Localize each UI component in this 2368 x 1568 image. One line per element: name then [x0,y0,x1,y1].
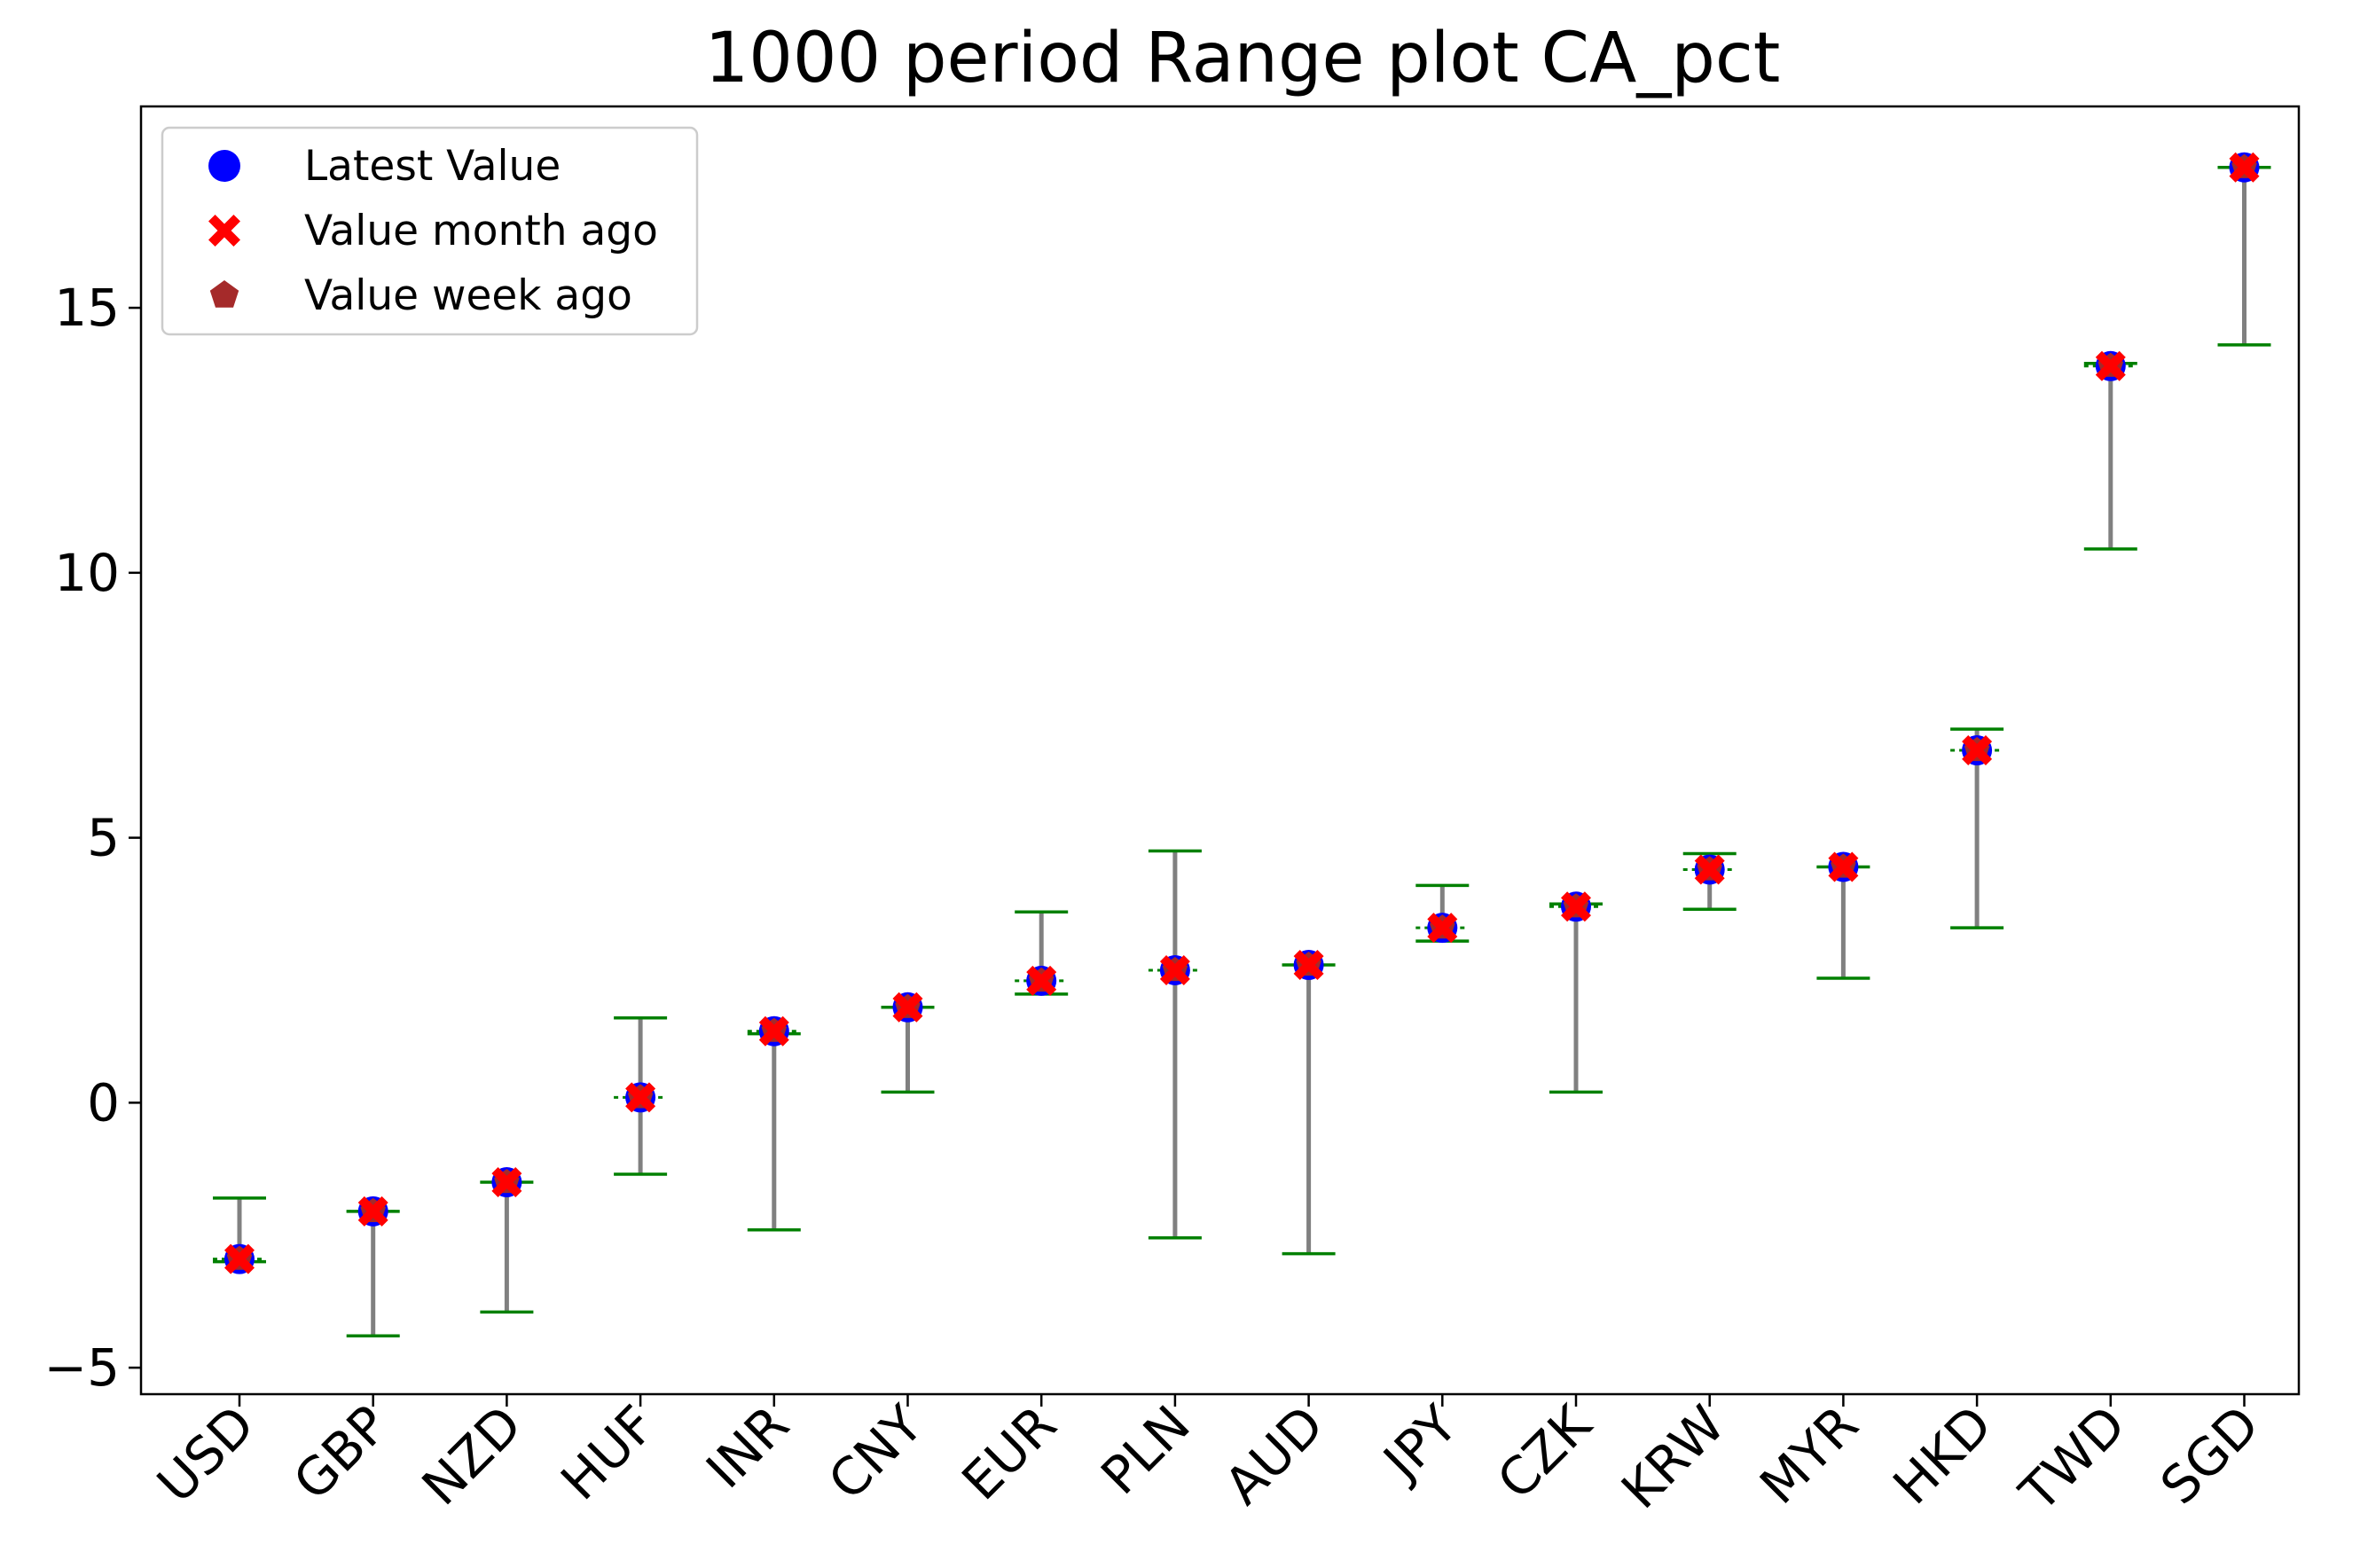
x-tick-label: AUD [1213,1394,1336,1517]
x-tick-label: SGD [2149,1394,2270,1516]
y-tick-label: 5 [87,808,120,868]
legend-marker-week-ago [209,280,239,308]
x-tick-label: GBP [282,1394,400,1512]
x-tick-label: CNY [817,1393,935,1511]
legend-label: Latest Value [304,142,561,191]
legend: Latest Value Value month ago Value week ag… [161,126,699,336]
y-axis: −5 0 5 10 15 [44,278,141,1398]
y-tick-label: 10 [54,543,120,603]
x-tick-label: NZD [411,1394,533,1517]
month-ago-point [224,1243,255,1274]
month-ago-point [1828,851,1859,882]
month-ago-point [758,1015,789,1047]
legend-label: Value month ago [304,207,658,255]
x-tick-label: TWD [2008,1394,2137,1524]
x-axis: USD GBP NZD HUF INR CNY EUR PLN AUD JPY CZK KRW MYR H… [145,1392,2270,1523]
month-ago-point [1427,913,1458,944]
x-tick-label: USD [145,1394,266,1515]
x-tick-label: CZK [1486,1392,1603,1510]
x-tick-label: HUF [549,1394,667,1512]
x-tick-label: JPY [1370,1393,1470,1493]
month-ago-point [357,1196,388,1227]
legend-marker-latest [208,150,240,182]
x-tick-label: HKD [1882,1394,2003,1516]
chart-title: 1000 period Range plot CA_pct [705,19,1781,98]
x-tick-label: EUR [951,1394,1069,1512]
legend-box [161,126,699,336]
month-ago-point [1159,954,1190,985]
x-tick-label: INR [694,1394,800,1500]
month-ago-point [2229,152,2260,183]
x-tick-label: PLN [1089,1394,1201,1506]
x-tick-label: KRW [1610,1394,1736,1520]
legend-marker-month-ago [208,215,240,247]
month-ago-point [1561,891,1591,922]
month-ago-point [491,1166,522,1197]
y-tick-label: −5 [44,1337,121,1398]
y-tick-label: 0 [87,1072,120,1133]
y-tick-label: 15 [54,278,120,338]
month-ago-point [1026,965,1057,996]
month-ago-point [1293,950,1324,980]
x-tick-label: MYR [1748,1394,1870,1516]
month-ago-point [892,992,923,1023]
legend-label: Value week ago [304,271,632,320]
month-ago-point [1694,854,1725,885]
month-ago-point [1962,735,1993,765]
plot-area [139,105,2301,1396]
data-marks [213,152,2271,1338]
month-ago-point [625,1082,656,1113]
month-ago-point [2095,350,2126,381]
